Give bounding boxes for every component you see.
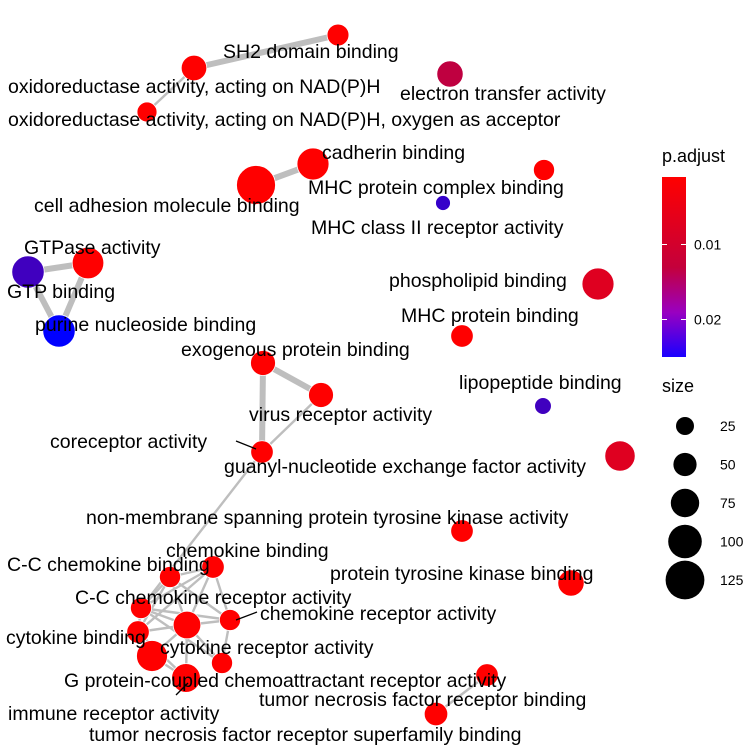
node-label-guanyl: guanyl-nucleotide exchange factor activi… xyxy=(224,456,586,478)
node-mhc_protein xyxy=(450,324,474,348)
node-coreceptor xyxy=(250,440,274,464)
node-mhc_complex xyxy=(533,159,555,181)
node-cytokine_b xyxy=(126,620,150,644)
node-label-chemokine_r: chemokine receptor activity xyxy=(260,603,497,625)
node-label-phospholipid: phospholipid binding xyxy=(389,270,567,292)
node-label-tnfr_super: tumor necrosis factor receptor superfami… xyxy=(89,724,521,746)
edge-chemokine-cc_chemokine_r xyxy=(139,565,215,610)
node-layer xyxy=(11,23,636,727)
node-label-gpcr_chemo: G protein-coupled chemoattractant recept… xyxy=(64,670,506,692)
color-bar xyxy=(662,177,686,357)
size-key-dot xyxy=(665,560,705,600)
node-label-exogenous: exogenous protein binding xyxy=(181,339,410,361)
node-label-cadherin: cadherin binding xyxy=(322,142,465,164)
node-phospholipid xyxy=(581,267,615,301)
node-label-cytokine_b: cytokine binding xyxy=(6,627,146,649)
node-electron xyxy=(436,60,464,88)
legend: p.adjust 0.01 0.02 size 25 50 75 100 125 xyxy=(662,146,744,600)
node-ptk_binding xyxy=(557,569,585,597)
node-cell_adhesion xyxy=(236,165,276,205)
node-cytokine_b_extra xyxy=(136,640,168,672)
node-label-cc_chemokine_r: C-C chemokine receptor activity xyxy=(75,587,352,609)
size-legend-title: size xyxy=(662,376,694,396)
node-label-ptk_binding: protein tyrosine kinase binding xyxy=(330,563,593,585)
node-label-gtp: GTP binding xyxy=(7,281,115,303)
node-label-cc_chemokine_b: C-C chemokine binding xyxy=(7,554,210,576)
node-gtpase xyxy=(71,246,105,280)
node-exogenous xyxy=(250,350,276,376)
node-nonmembrane xyxy=(450,519,474,543)
color-tick-label: 0.02 xyxy=(694,312,721,328)
node-cytokine_r xyxy=(172,610,202,640)
node-label-gtpase: GTPase activity xyxy=(24,237,161,259)
node-label-tnfr_b: tumor necrosis factor receptor binding xyxy=(259,689,586,711)
edge-cc_chemokine_b-chemokine_r xyxy=(168,575,232,622)
leader-line-chemokine_r xyxy=(235,611,258,621)
node-tnfr_super xyxy=(423,701,449,727)
node-immune_r xyxy=(171,663,201,693)
size-key-label: 100 xyxy=(720,534,744,550)
node-cadherin xyxy=(296,147,330,181)
node-label-mhc_protein: MHC protein binding xyxy=(401,305,579,327)
leader-line-coreceptor xyxy=(235,440,257,450)
node-label-electron: electron transfer activity xyxy=(400,83,606,105)
edge-exogenous-coreceptor xyxy=(259,360,266,455)
node-label-coreceptor: coreceptor activity xyxy=(50,431,207,453)
edge-virus-coreceptor xyxy=(260,393,323,454)
color-legend-title: p.adjust xyxy=(662,146,725,166)
node-label-cytokine_r: cytokine receptor activity xyxy=(160,637,374,659)
size-key-dot xyxy=(673,452,697,477)
node-label-oxnadph: oxidoreductase activity, acting on NAD(P… xyxy=(8,76,380,98)
node-oxnadph_o2 xyxy=(136,101,158,123)
node-cc_chemokine_b xyxy=(159,566,181,588)
node-label-purine: purine nucleoside binding xyxy=(35,314,256,336)
size-key-dot xyxy=(676,417,694,435)
node-label-sh2: SH2 domain binding xyxy=(223,41,399,63)
label-layer: SH2 domain binding oxidoreductase activit… xyxy=(6,41,622,746)
size-key-label: 25 xyxy=(720,418,736,434)
size-key-group: 25 50 75 100 125 xyxy=(665,417,744,600)
size-key-dot xyxy=(668,524,702,559)
node-label-virus: virus receptor activity xyxy=(249,404,432,426)
node-sh2 xyxy=(326,23,350,47)
node-gpcr_chemo xyxy=(211,652,233,674)
size-key-label: 125 xyxy=(720,572,744,588)
size-key-label: 75 xyxy=(720,495,736,511)
edge-sh2-oxnadph xyxy=(191,32,341,71)
node-tnfr_b xyxy=(475,663,499,687)
node-oxnadph xyxy=(180,54,208,82)
node-label-mhc_complex: MHC protein complex binding xyxy=(308,177,564,199)
size-key-label: 50 xyxy=(720,457,736,473)
node-virus xyxy=(308,382,334,408)
node-chemokine xyxy=(201,555,225,579)
node-label-lipopeptide: lipopeptide binding xyxy=(459,372,622,394)
node-guanyl xyxy=(604,440,636,472)
node-purine xyxy=(42,314,76,348)
node-label-oxnadph_o2: oxidoreductase activity, acting on NAD(P… xyxy=(8,109,561,131)
node-label-immune_r: immune receptor activity xyxy=(8,703,220,725)
node-lipopeptide xyxy=(534,397,552,415)
node-gtp xyxy=(11,255,45,289)
color-tick-label: 0.01 xyxy=(694,237,721,253)
node-chemokine_r xyxy=(219,609,241,631)
node-cc_chemokine_r xyxy=(130,597,152,619)
node-label-cell_adhesion: cell adhesion molecule binding xyxy=(34,195,300,217)
node-label-mhc2: MHC class II receptor activity xyxy=(311,217,564,239)
node-label-nonmembrane: non-membrane spanning protein tyrosine k… xyxy=(86,507,569,529)
size-key-dot xyxy=(670,488,700,518)
node-label-chemokine: chemokine binding xyxy=(166,540,329,562)
edge-chemokine-cytokine_b xyxy=(136,565,215,634)
node-mhc2 xyxy=(435,195,451,211)
color-tick-group: 0.01 0.02 xyxy=(662,237,721,328)
leader-line-immune_r xyxy=(175,682,189,696)
leader-line-layer xyxy=(175,440,258,696)
